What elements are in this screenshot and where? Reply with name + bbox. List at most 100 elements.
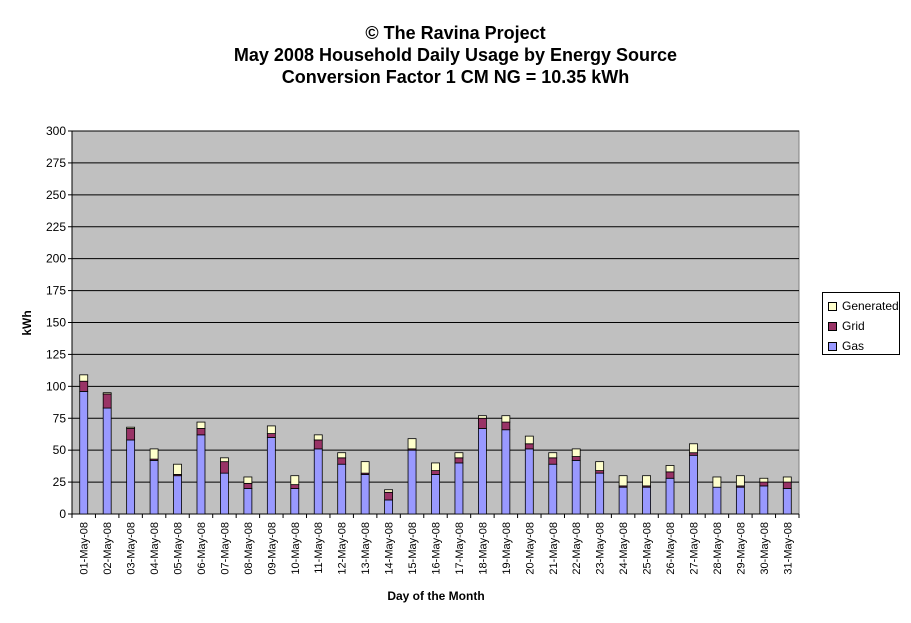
x-tick-label: 16-May-08 [431,522,443,575]
x-tick-label: 18-May-08 [477,522,489,575]
x-tick-label: 01-May-08 [79,522,91,575]
x-tick-label: 17-May-08 [454,522,466,575]
bar-grid-02-May-08 [102,393,112,409]
bar-grid-22-May-08 [571,456,581,461]
bar-generated-20-May-08 [524,435,534,445]
bar-gas-31-May-08 [782,488,792,515]
y-tick-label: 300 [46,124,66,138]
bar-gas-08-May-08 [243,488,253,515]
bar-gas-14-May-08 [384,499,393,515]
bar-grid-07-May-08 [220,461,229,474]
x-tick-label: 24-May-08 [618,522,630,575]
bar-generated-03-May-08 [126,426,136,429]
bar-grid-08-May-08 [243,482,253,489]
bar-gas-16-May-08 [431,474,440,515]
x-tick-label: 31-May-08 [782,522,794,575]
bar-gas-27-May-08 [689,454,698,515]
x-tick-label: 10-May-08 [290,522,302,575]
x-tick-label: 06-May-08 [196,522,208,575]
y-tick-label: 50 [53,443,67,457]
bar-gas-18-May-08 [478,428,487,515]
x-tick-label: 02-May-08 [102,522,114,575]
bar-gas-17-May-08 [454,462,464,515]
bar-gas-29-May-08 [735,486,745,515]
bar-generated-25-May-08 [642,475,651,487]
x-tick-label: 08-May-08 [243,522,255,575]
bar-generated-24-May-08 [618,475,628,487]
bar-generated-15-May-08 [407,438,417,450]
x-tick-label: 11-May-08 [313,522,325,574]
bar-generated-26-May-08 [665,465,675,473]
bar-generated-12-May-08 [337,452,347,459]
y-tick-label: 250 [46,188,66,202]
bar-grid-31-May-08 [782,481,792,489]
bar-gas-20-May-08 [524,448,534,515]
bar-generated-11-May-08 [313,434,323,441]
bar-grid-17-May-08 [454,457,464,464]
bar-generated-01-May-08 [79,374,89,382]
bar-generated-14-May-08 [384,489,393,493]
bar-grid-20-May-08 [524,443,534,450]
bar-grid-26-May-08 [665,471,675,479]
y-axis-label: kWh [20,310,34,335]
bar-generated-10-May-08 [290,475,300,486]
x-tick-label: 07-May-08 [219,522,231,575]
bar-grid-19-May-08 [501,421,511,431]
bar-generated-04-May-08 [149,448,159,460]
x-tick-label: 13-May-08 [360,522,372,575]
bar-grid-09-May-08 [266,433,276,438]
x-tick-label: 25-May-08 [642,522,654,575]
bar-generated-16-May-08 [431,462,440,471]
bar-gas-03-May-08 [126,439,136,515]
bar-gas-15-May-08 [407,449,417,515]
x-tick-label: 05-May-08 [173,522,185,575]
bar-gas-30-May-08 [759,485,769,515]
bar-gas-12-May-08 [337,463,347,515]
x-tick-label: 14-May-08 [384,522,396,575]
x-tick-label: 20-May-08 [524,522,536,575]
x-tick-label: 04-May-08 [149,522,161,575]
bar-gas-13-May-08 [360,474,370,515]
bar-gas-26-May-08 [665,477,675,515]
bar-generated-06-May-08 [196,421,206,429]
x-tick-label: 03-May-08 [126,522,138,575]
bar-grid-10-May-08 [290,484,300,489]
legend-swatch-generated [828,302,837,311]
bar-gas-05-May-08 [173,475,182,515]
bar-grid-06-May-08 [196,428,206,436]
x-tick-label: 29-May-08 [735,522,747,575]
bar-gas-07-May-08 [220,472,229,515]
legend-label-gas: Gas [842,339,865,353]
y-tick-label: 175 [46,284,66,298]
y-tick-label: 75 [53,411,67,425]
bar-generated-02-May-08 [102,392,112,395]
bar-grid-12-May-08 [337,457,347,465]
bar-grid-30-May-08 [759,481,769,487]
bar-gas-28-May-08 [712,486,722,515]
y-tick-label: 150 [46,316,66,330]
legend-swatch-grid [828,322,837,331]
x-tick-label: 15-May-08 [407,522,419,575]
chart-title-line-2: May 2008 Household Daily Usage by Energy… [233,45,678,65]
x-tick-label: 26-May-08 [665,522,677,575]
bar-gas-24-May-08 [618,486,628,515]
bar-gas-25-May-08 [642,486,651,515]
bar-generated-05-May-08 [173,463,182,475]
x-tick-label: 09-May-08 [266,522,278,575]
y-tick-label: 225 [46,220,66,234]
bar-generated-07-May-08 [220,457,229,463]
bar-grid-11-May-08 [313,439,323,450]
x-tick-label: 21-May-08 [548,522,560,575]
chart-title-line-1: © The Ravina Project [365,23,546,43]
bar-grid-03-May-08 [126,428,136,441]
x-tick-label: 30-May-08 [759,522,771,575]
legend-label-generated: Generated [842,299,899,313]
bar-generated-31-May-08 [782,476,792,483]
bar-generated-21-May-08 [548,452,558,459]
legend-swatch-gas [828,342,837,351]
y-tick-label: 275 [46,156,66,170]
bar-generated-19-May-08 [501,415,511,423]
bar-gas-01-May-08 [79,391,89,515]
bar-generated-22-May-08 [571,448,581,457]
